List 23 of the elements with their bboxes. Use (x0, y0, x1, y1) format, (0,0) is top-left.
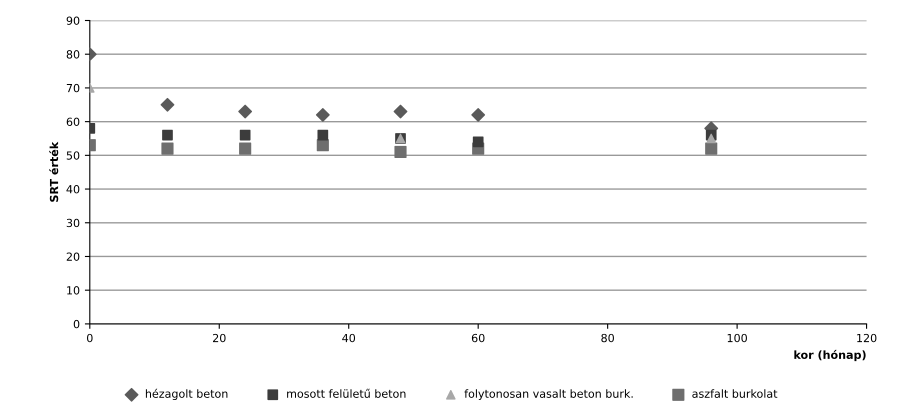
x-tick-label: 120 (857, 334, 876, 342)
x-tick-label: 100 (728, 334, 747, 342)
y-axis-title: SRT érték (49, 142, 58, 202)
x-tick-label: 80 (601, 334, 614, 342)
y-tick-label: 70 (66, 84, 80, 92)
legend-label: aszfalt burkolat (692, 389, 778, 398)
x-tick-label: 20 (213, 334, 226, 342)
legend-label: hézagolt beton (146, 388, 228, 400)
legend-label: folytonosan vasalt beton burk. (464, 389, 633, 400)
x-tick-label: 0 (87, 334, 93, 342)
y-tick-label: 90 (66, 16, 80, 25)
y-tick-label: 20 (66, 252, 80, 261)
x-axis-title: kor (hónap) (794, 350, 866, 362)
y-tick-label: 10 (67, 286, 80, 295)
y-tick-label: 80 (66, 50, 80, 59)
x-tick-label: 40 (342, 334, 356, 342)
y-tick-label: 0 (74, 320, 80, 328)
y-tick-label: 50 (66, 151, 80, 160)
x-tick-label: 60 (472, 334, 485, 342)
y-tick-label: 40 (66, 185, 80, 194)
legend-label: mosott felületű beton (287, 388, 406, 398)
y-tick-label: 60 (66, 118, 80, 126)
y-tick-label: 30 (66, 218, 80, 228)
